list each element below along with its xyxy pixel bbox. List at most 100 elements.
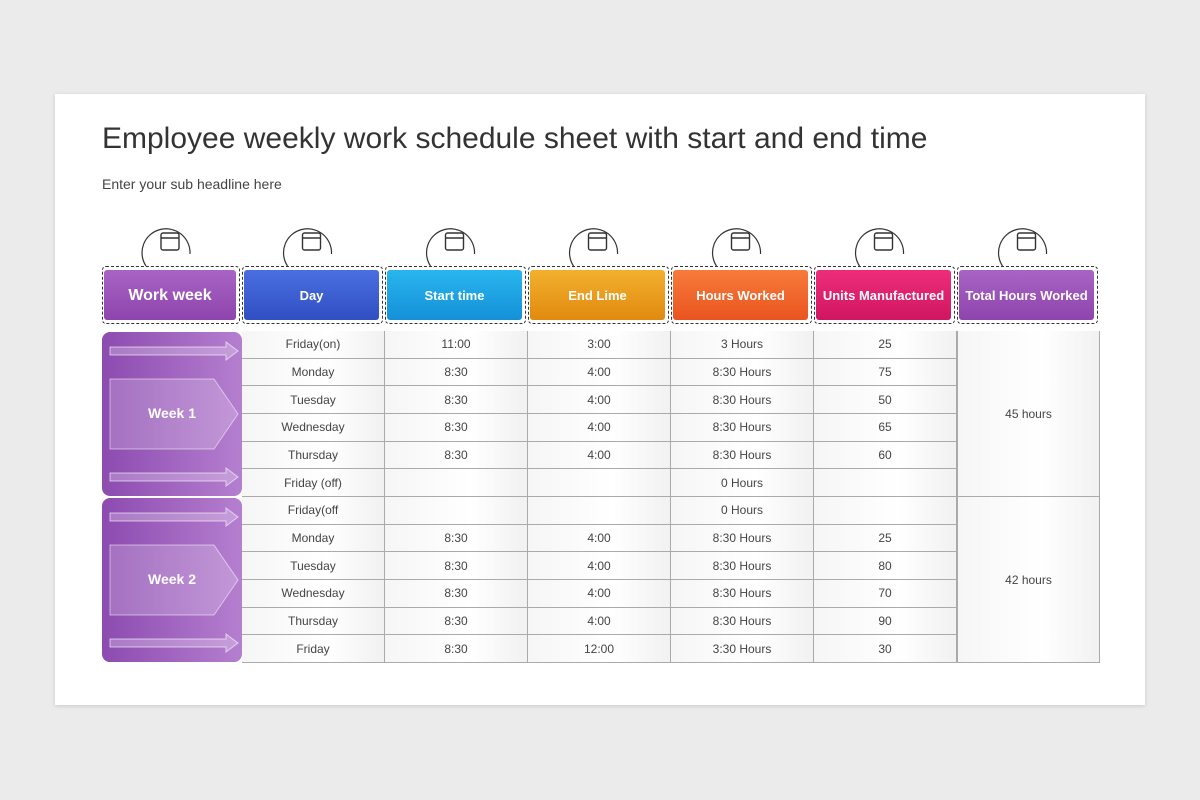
header-frame bbox=[242, 266, 383, 324]
title: Employee weekly work schedule sheet with… bbox=[102, 122, 928, 155]
column-header: End Lime bbox=[530, 270, 665, 320]
table-cell: 3:00 bbox=[528, 331, 671, 359]
table-cell: 8:30 Hours bbox=[671, 580, 814, 608]
table-cell: 90 bbox=[814, 607, 957, 636]
icon bbox=[730, 232, 751, 251]
table-cell: 8:30 Hours bbox=[671, 441, 814, 470]
table-cell: 25 bbox=[814, 524, 957, 553]
table-cell: 4:00 bbox=[528, 414, 671, 442]
arrow bbox=[109, 507, 239, 528]
table-cell: 50 bbox=[814, 386, 957, 414]
table-cell: 4:00 bbox=[528, 552, 671, 581]
table-cell: 8:30 bbox=[385, 414, 528, 442]
table-cell: 70 bbox=[814, 580, 957, 608]
icon bbox=[444, 232, 465, 251]
table-cell: Wednesday bbox=[242, 414, 385, 442]
header-frame bbox=[102, 266, 240, 324]
table-cell: 8:30 Hours bbox=[671, 386, 814, 414]
week-arrow bbox=[109, 544, 239, 616]
table-cell: 8:30 Hours bbox=[671, 524, 814, 553]
week-arrow bbox=[109, 378, 239, 450]
table-cell: 4:00 bbox=[528, 607, 671, 636]
table-cell: Friday(off bbox=[242, 497, 385, 525]
table-cell: Monday bbox=[242, 524, 385, 553]
table-cell bbox=[814, 497, 957, 525]
table-cell: 60 bbox=[814, 441, 957, 470]
icon-ring bbox=[854, 228, 905, 267]
header-frame bbox=[385, 266, 526, 324]
table-cell: Friday (off) bbox=[242, 469, 385, 497]
icon-ring bbox=[141, 228, 191, 267]
icon bbox=[587, 232, 608, 251]
arrow bbox=[109, 633, 239, 654]
header-frame bbox=[528, 266, 669, 324]
table-cell: 4:00 bbox=[528, 441, 671, 470]
icon-ring bbox=[568, 228, 619, 267]
column-header: Day bbox=[244, 270, 379, 320]
table-cell: 0 Hours bbox=[671, 469, 814, 497]
table-cell: 4:00 bbox=[528, 358, 671, 387]
table-cell: 3 Hours bbox=[671, 331, 814, 359]
column-header: Units Manufactured bbox=[816, 270, 951, 320]
total-hours: 42 hours bbox=[957, 497, 1100, 664]
table-cell bbox=[528, 497, 671, 525]
table-cell: 75 bbox=[814, 358, 957, 387]
table-cell: 65 bbox=[814, 414, 957, 442]
table-cell: Thursday bbox=[242, 607, 385, 636]
table-cell: 4:00 bbox=[528, 386, 671, 414]
icon-ring bbox=[282, 228, 333, 267]
header-frame bbox=[957, 266, 1098, 324]
icon bbox=[301, 232, 322, 251]
column-header: Work week bbox=[104, 270, 236, 320]
table-cell: 8:30 bbox=[385, 635, 528, 664]
table-cell: Friday bbox=[242, 635, 385, 664]
header-frame bbox=[671, 266, 812, 324]
table-cell: 30 bbox=[814, 635, 957, 664]
icon-ring bbox=[711, 228, 762, 267]
table-cell: Wednesday bbox=[242, 580, 385, 608]
table-cell: 8:30 Hours bbox=[671, 414, 814, 442]
table-cell: 8:30 bbox=[385, 552, 528, 581]
table-cell: 11:00 bbox=[385, 331, 528, 359]
table-cell bbox=[528, 469, 671, 497]
table-cell: Tuesday bbox=[242, 386, 385, 414]
total-hours: 45 hours bbox=[957, 331, 1100, 498]
table-cell: 8:30 Hours bbox=[671, 607, 814, 636]
week-label: Week 1 bbox=[148, 405, 196, 421]
table-cell bbox=[385, 469, 528, 497]
subtitle: Enter your sub headline here bbox=[102, 176, 282, 192]
table-cell: 8:30 bbox=[385, 580, 528, 608]
table-cell: 8:30 bbox=[385, 524, 528, 553]
table-cell: 3:30 Hours bbox=[671, 635, 814, 664]
icon bbox=[1016, 232, 1037, 251]
table-cell: 4:00 bbox=[528, 524, 671, 553]
table-cell: 8:30 bbox=[385, 386, 528, 414]
table-cell: Tuesday bbox=[242, 552, 385, 581]
header-frame bbox=[814, 266, 955, 324]
arrow bbox=[109, 341, 239, 361]
table-cell: 8:30 Hours bbox=[671, 552, 814, 581]
week-panel bbox=[102, 498, 242, 663]
column-header: Start time bbox=[387, 270, 522, 320]
arrow bbox=[109, 467, 239, 488]
table-cell: 12:00 bbox=[528, 635, 671, 664]
table-cell: 8:30 bbox=[385, 358, 528, 387]
table-cell: Monday bbox=[242, 358, 385, 387]
icon-ring bbox=[425, 228, 476, 267]
table-cell: Thursday bbox=[242, 441, 385, 470]
table-cell: 4:00 bbox=[528, 580, 671, 608]
column-header: Total Hours Worked bbox=[959, 270, 1094, 320]
table-cell: 8:30 Hours bbox=[671, 358, 814, 387]
table-cell: 25 bbox=[814, 331, 957, 359]
table-cell bbox=[814, 469, 957, 497]
week-label: Week 2 bbox=[148, 571, 196, 588]
week-panel bbox=[102, 332, 242, 497]
table-cell bbox=[385, 497, 528, 525]
table-cell: 80 bbox=[814, 552, 957, 581]
column-header: Hours Worked bbox=[673, 270, 808, 320]
icon bbox=[873, 232, 894, 251]
icon-ring bbox=[997, 228, 1048, 267]
table-cell: 8:30 bbox=[385, 607, 528, 636]
